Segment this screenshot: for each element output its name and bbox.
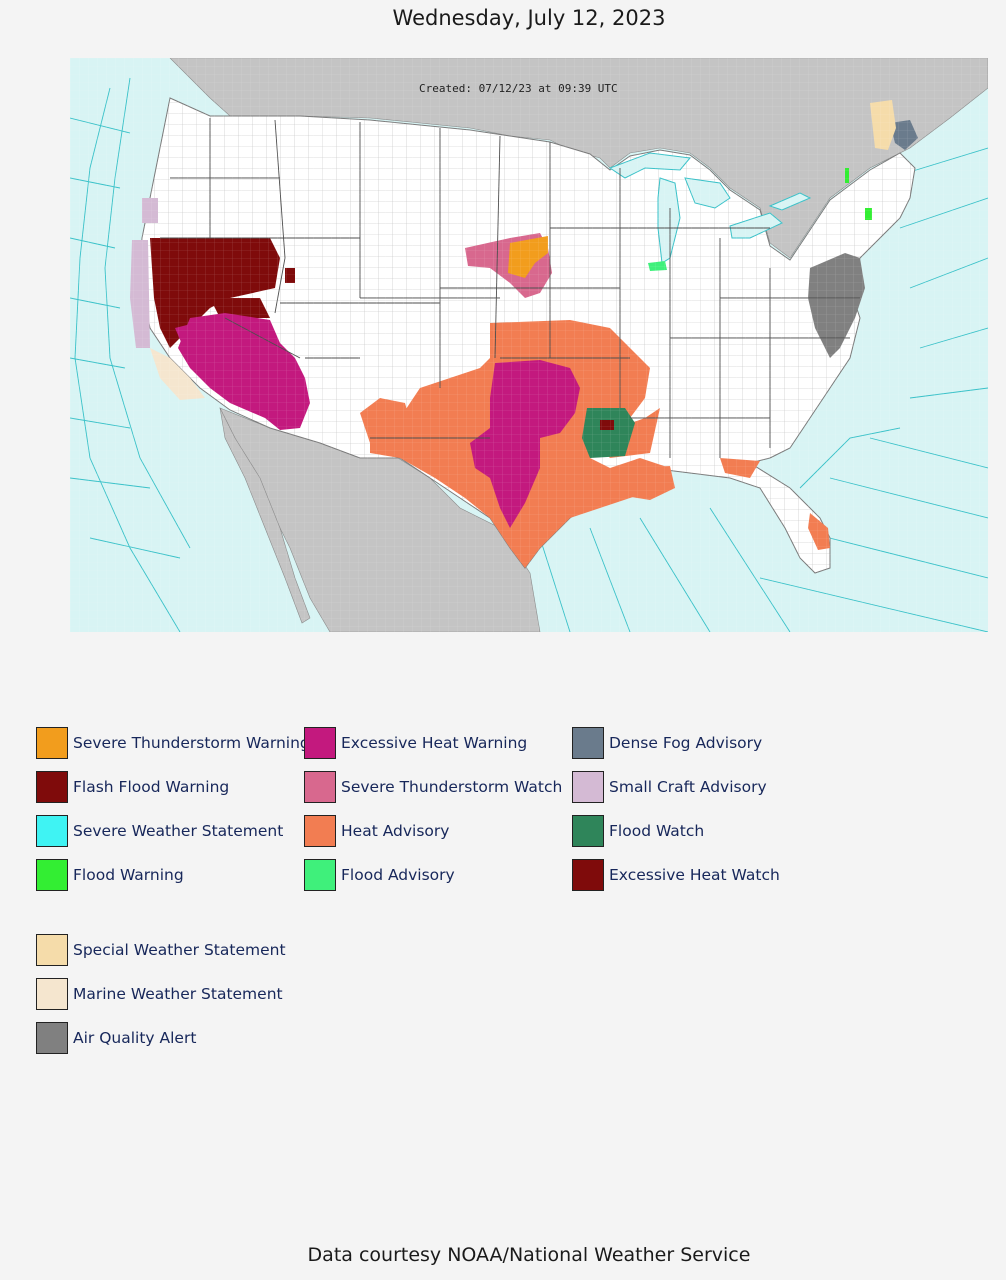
legend-swatch [572,771,604,803]
legend-label: Air Quality Alert [73,1029,197,1047]
legend-swatch [36,1022,68,1054]
legend-swatch [572,859,604,891]
legend-swatch [304,815,336,847]
legend-label: Excessive Heat Watch [609,866,780,884]
data-credit: Data courtesy NOAA/National Weather Serv… [307,1244,751,1266]
legend-swatch [572,815,604,847]
legend-item: Severe Thunderstorm Watch [304,770,562,804]
legend-label: Flood Watch [609,822,705,840]
legend-swatch [572,727,604,759]
legend-label: Flood Advisory [341,866,455,884]
legend-swatch [36,934,68,966]
page-title: Wednesday, July 12, 2023 [392,6,666,30]
legend-label: Small Craft Advisory [609,778,767,796]
legend-swatch [36,727,68,759]
legend-item: Flood Warning [36,858,184,892]
legend-label: Heat Advisory [341,822,450,840]
legend-item: Excessive Heat Watch [572,858,780,892]
legend-item: Small Craft Advisory [572,770,767,804]
legend-item: Marine Weather Statement [36,977,283,1011]
legend-item: Special Weather Statement [36,933,286,967]
legend-label: Dense Fog Advisory [609,734,763,752]
legend-swatch [304,859,336,891]
legend-swatch [304,771,336,803]
legend-swatch [36,815,68,847]
legend-item: Flood Advisory [304,858,455,892]
legend-item: Flood Watch [572,814,704,848]
legend-swatch [36,771,68,803]
legend-item: Heat Advisory [304,814,449,848]
legend-swatch [36,859,68,891]
legend-label: Severe Thunderstorm Watch [341,778,563,796]
legend-label: Flash Flood Warning [73,778,230,796]
legend-swatch [36,978,68,1010]
legend-label: Excessive Heat Warning [341,734,528,752]
legend-label: Marine Weather Statement [73,985,283,1003]
legend-item: Dense Fog Advisory [572,726,762,760]
weather-alert-map: Created: 07/12/23 at 09:39 UTC [70,58,988,632]
map-created-timestamp: Created: 07/12/23 at 09:39 UTC [419,82,618,95]
legend-item: Flash Flood Warning [36,770,229,804]
legend-item: Severe Weather Statement [36,814,283,848]
legend-swatch [304,727,336,759]
legend-label: Special Weather Statement [73,941,286,959]
legend-label: Severe Weather Statement [73,822,284,840]
legend-item: Excessive Heat Warning [304,726,527,760]
legend-item: Air Quality Alert [36,1021,196,1055]
legend-label: Severe Thunderstorm Warning [73,734,310,752]
legend-item: Severe Thunderstorm Warning [36,726,310,760]
legend-label: Flood Warning [73,866,184,884]
